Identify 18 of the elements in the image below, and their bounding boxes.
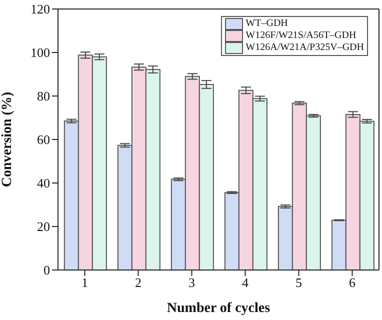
x-tick-label: 5: [296, 275, 302, 290]
x-tick-label: 6: [349, 275, 356, 290]
legend-label: W126F/W21S/A56T–GDH: [246, 30, 356, 42]
y-tick-label: 60: [37, 132, 50, 148]
legend-label: W126A/W21A/P325V–GDH: [246, 42, 364, 54]
x-tick-label: 3: [188, 275, 195, 290]
x-tick-label: 4: [242, 275, 249, 290]
x-tick-label: 2: [135, 275, 142, 290]
x-tick-label: 1: [82, 275, 88, 290]
y-axis-title: Conversion (%): [0, 92, 15, 188]
y-tick-label: 20: [37, 219, 50, 234]
y-tick-label: 80: [37, 88, 50, 104]
legend-label: WT–GDH: [246, 18, 288, 30]
y-tick-label: 40: [37, 176, 50, 191]
y-tick-label: 0: [44, 262, 50, 278]
y-tick-label: 100: [30, 45, 50, 60]
y-tick-label: 120: [30, 2, 50, 17]
x-axis-title: Number of cycles: [166, 301, 271, 316]
